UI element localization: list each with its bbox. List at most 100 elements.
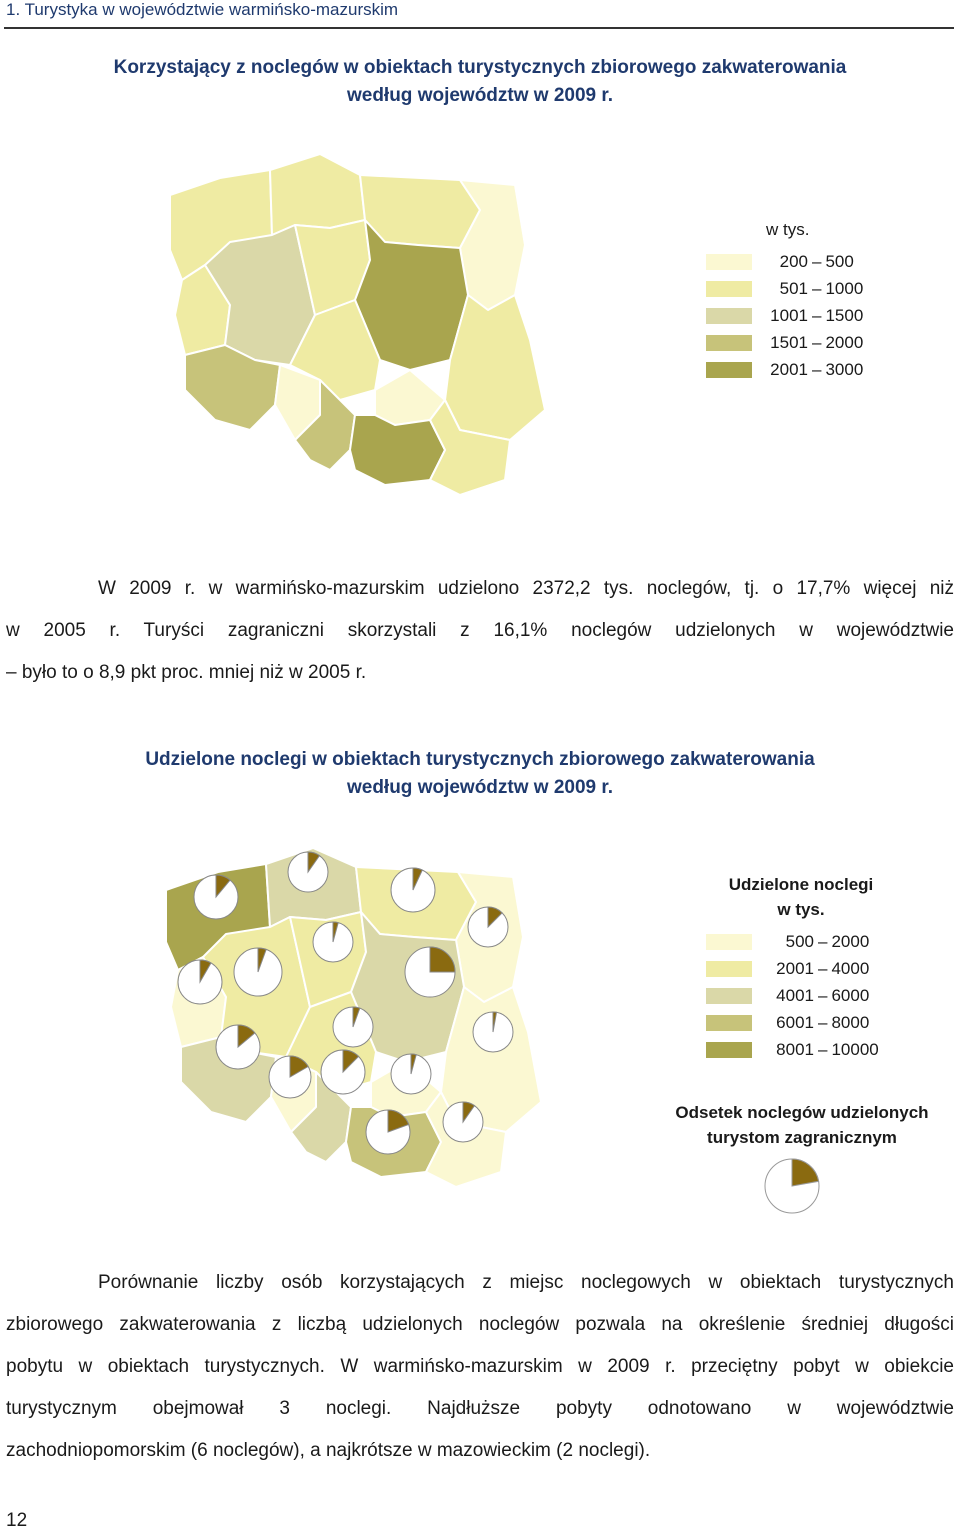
- map1-legend-to: 1000: [825, 278, 864, 298]
- map2-legend-swatch: [706, 1014, 752, 1031]
- map1-title-line1: Korzystający z noclegów w obiektach tury…: [113, 57, 847, 78]
- map2-title-line1: Udzielone noclegi w obiektach turystyczn…: [145, 749, 815, 770]
- section-header: 1. Turystyka w województwie warmińsko-ma…: [6, 0, 399, 19]
- map2-region-slaskie: [290, 1071, 352, 1163]
- pie-slice: [215, 874, 231, 899]
- pie-slice: [307, 851, 321, 874]
- map2-legend-dash: –: [818, 985, 828, 1005]
- map1-region-slaskie: [294, 379, 356, 471]
- map1-legend-item: 1001 – 1500: [706, 302, 863, 329]
- map1-region-lodzkie: [289, 299, 381, 401]
- pie-slice: [410, 1053, 417, 1075]
- map2-poland: [165, 847, 542, 1188]
- map1-legend-to: 500: [825, 251, 854, 271]
- map1-legend-from: 1501: [770, 332, 808, 352]
- map1-legend-to: 3000: [825, 359, 864, 379]
- map2-legend-title-line2: w tys.: [777, 900, 825, 919]
- map1-legend-dash: –: [812, 359, 822, 379]
- map1-legend-item: 200 – 500: [706, 248, 863, 275]
- map2-legend-dash: –: [818, 931, 828, 951]
- map2-legend-swatch: [706, 933, 752, 950]
- page-number: 12: [6, 1510, 28, 1531]
- map2-legend-item: 2001 – 4000: [706, 955, 896, 982]
- paragraph-2-line-3: pobytu w obiektach turystycznych. W warm…: [6, 1356, 954, 1377]
- map2-legend-from: 6001: [776, 1012, 814, 1032]
- map1-legend-dash: –: [812, 305, 822, 325]
- map2-legend-title-line1: Udzielone noclegi: [728, 875, 874, 894]
- map2-legend-dash: –: [818, 1039, 828, 1059]
- map2-legend-dash: –: [818, 958, 828, 978]
- paragraph-2-line-2: zbiorowego zakwaterowania z liczbą udzie…: [6, 1314, 954, 1335]
- map2-legend-to: 2000: [831, 931, 870, 951]
- map2-legend-to: 6000: [831, 985, 870, 1005]
- map1-legend-from: 2001: [770, 359, 808, 379]
- map1-legend-from: 1001: [770, 305, 808, 325]
- map1-legend-item: 2001 – 3000: [706, 356, 863, 383]
- map2-legend-swatch: [706, 960, 752, 977]
- map2-legend-from: 4001: [776, 985, 814, 1005]
- map1-legend-dash: –: [812, 332, 822, 352]
- map2-legend-from: 500: [785, 931, 814, 951]
- map1-legend-to: 1500: [825, 305, 864, 325]
- paragraph-1-line-1: W 2009 r. w warmińsko-mazurskim udzielon…: [98, 578, 954, 599]
- pie-legend-sample: [764, 1158, 820, 1214]
- paragraph-2-line-1: Porównanie liczby osób korzystających z …: [98, 1272, 954, 1293]
- map2-legend-to: 4000: [831, 958, 870, 978]
- pie-legend-title-line1: Odsetek noclegów udzielonych: [675, 1103, 929, 1122]
- pie-legend-title: Odsetek noclegów udzielonych turystom za…: [662, 1100, 942, 1150]
- pie-slice: [462, 1101, 476, 1124]
- pie-slice: [387, 1109, 410, 1133]
- map2-title-line2: według województw w 2009 r.: [346, 777, 614, 798]
- map2-legend-item: 500 – 2000: [706, 928, 896, 955]
- map2-legend-to: 10000: [831, 1039, 879, 1059]
- pie-slice: [429, 946, 456, 973]
- map1-region-malopolskie: [349, 414, 446, 486]
- header-divider: [4, 27, 954, 29]
- map1-legend-title: w tys.: [766, 220, 810, 239]
- pie-legend-title-line2: turystom zagranicznym: [707, 1128, 897, 1147]
- paragraph-2-line-5: zachodniopomorskim (6 noclegów), a najkr…: [6, 1440, 651, 1461]
- map1-legend-to: 2000: [825, 332, 864, 352]
- map1-legend-swatch: [706, 307, 752, 324]
- map2-legend-from: 2001: [776, 958, 814, 978]
- map2-legend-from: 8001: [776, 1039, 814, 1059]
- map1-legend-swatch: [706, 253, 752, 270]
- pie-slice: [342, 1049, 360, 1074]
- pie-slice: [487, 906, 503, 929]
- pie-legend-slice: [791, 1158, 820, 1187]
- map1-legend-item: 1501 – 2000: [706, 329, 863, 356]
- map2-legend-item: 8001 – 10000: [706, 1036, 896, 1063]
- map1-legend-swatch: [706, 361, 752, 378]
- map1-title: Korzystający z noclegów w obiektach tury…: [0, 54, 960, 110]
- pie-slice: [289, 1055, 309, 1078]
- paragraph-2-line-4: turystycznym obejmował 3 noclegi. Najdłu…: [6, 1398, 954, 1419]
- map1-legend-swatch: [706, 334, 752, 351]
- map1-legend-item: 501 – 1000: [706, 275, 863, 302]
- map1-legend: w tys. 200 – 500 501 – 1000 1001 – 1500 150…: [706, 220, 863, 383]
- map1-legend-dash: –: [812, 251, 822, 271]
- map2-legend-to: 8000: [831, 1012, 870, 1032]
- pie-slice: [412, 867, 423, 891]
- paragraph-1: W 2009 r. w warmińsko-mazurskim udzielon…: [6, 568, 954, 694]
- map2-legend-swatch: [706, 1041, 752, 1058]
- map1-title-line2: według województw w 2009 r.: [346, 85, 614, 106]
- map1-region-podkarpackie: [429, 399, 511, 496]
- map2-legend-item: 6001 – 8000: [706, 1009, 896, 1036]
- pie-slice: [237, 1024, 256, 1049]
- map2-legend-dash: –: [818, 1012, 828, 1032]
- paragraph-2: Porównanie liczby osób korzystających z …: [6, 1262, 954, 1472]
- paragraph-1-line-2: w 2005 r. Turyści zagraniczni skorzystal…: [6, 620, 954, 641]
- map2-title: Udzielone noclegi w obiektach turystyczn…: [0, 746, 960, 802]
- pie-slice: [257, 947, 267, 973]
- map2-legend-title: Udzielone noclegi w tys.: [706, 872, 896, 922]
- map2-legend-item: 4001 – 6000: [706, 982, 896, 1009]
- pie-slice: [199, 959, 212, 984]
- pie-slice: [352, 1006, 361, 1028]
- map1-poland: [169, 153, 546, 496]
- map1-legend-swatch: [706, 280, 752, 297]
- pie-slice: [492, 1011, 498, 1033]
- map2-legend: Udzielone noclegi w tys. 500 – 2000 2001 …: [706, 872, 896, 1063]
- paragraph-1-line-3: – było to o 8,9 pkt proc. mniej niż w 20…: [6, 662, 367, 683]
- map1-legend-from: 501: [779, 278, 808, 298]
- map1-legend-dash: –: [812, 278, 822, 298]
